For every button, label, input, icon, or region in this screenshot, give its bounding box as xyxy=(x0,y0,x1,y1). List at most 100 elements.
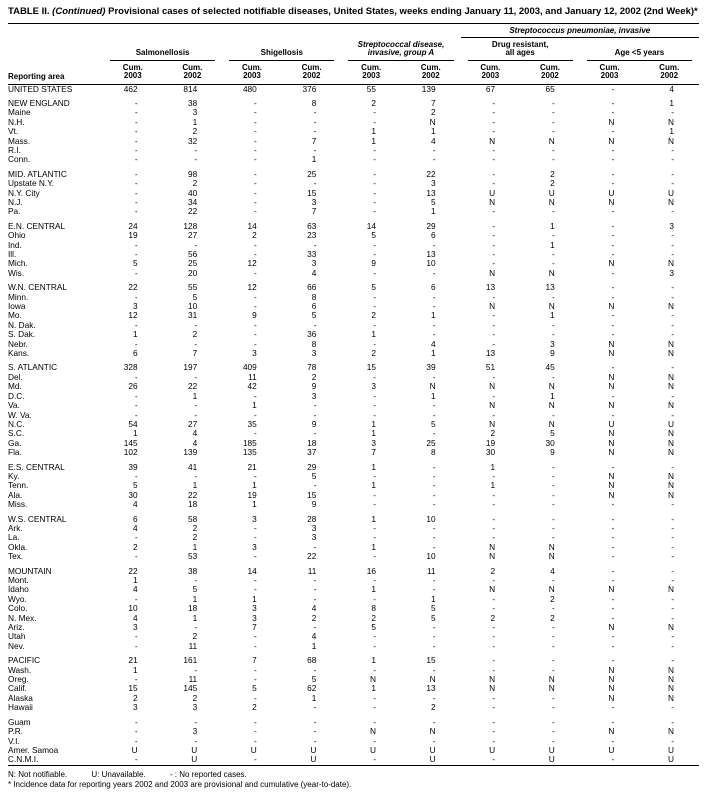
value-cell: - xyxy=(134,188,138,198)
col-group-salmonellosis: Salmonellosis xyxy=(103,37,222,61)
value-cell: 3 xyxy=(252,613,257,623)
value-cell: 68 xyxy=(307,656,317,666)
value-cell: - xyxy=(313,727,317,737)
value-cell: 2 xyxy=(192,127,198,137)
value-cell: - xyxy=(254,145,257,155)
table-row: S.C. 1 4 - - 1 - 2 5 N N xyxy=(8,429,699,438)
col-header-cum-2002: Cum. 2002 xyxy=(639,60,699,85)
value-cell: U xyxy=(369,745,376,755)
value-cell: 19 xyxy=(247,490,257,500)
notifiable-diseases-table: Reporting area Streptococcus pneumoniae,… xyxy=(8,22,699,766)
value-cell: N xyxy=(548,401,555,411)
reporting-area-cell: C.N.M.I. xyxy=(8,755,39,765)
value-cell: 7 xyxy=(311,207,317,217)
value-cell: - xyxy=(611,755,615,765)
value-cell: - xyxy=(492,127,496,137)
value-cell: N xyxy=(608,136,615,146)
value-cell: - xyxy=(671,703,674,713)
value-cell: - xyxy=(492,594,496,604)
value-cell: 4 xyxy=(132,523,138,533)
value-cell: - xyxy=(134,179,138,189)
value-cell: N xyxy=(489,401,496,411)
value-cell: 3 xyxy=(252,542,257,552)
value-cell: - xyxy=(432,372,436,382)
value-cell: N xyxy=(489,675,496,685)
value-cell: 3 xyxy=(430,179,436,189)
value-cell: - xyxy=(551,462,555,472)
value-cell: U xyxy=(548,188,555,198)
reporting-area-cell: Guam xyxy=(8,717,31,727)
value-cell: 2 xyxy=(430,703,436,713)
value-cell: N xyxy=(548,552,555,562)
value-cell: - xyxy=(611,179,615,189)
value-cell: 5 xyxy=(192,292,198,302)
value-cell: N xyxy=(369,675,376,685)
value-cell: - xyxy=(551,533,555,543)
header-spacer xyxy=(103,22,461,37)
value-cell: N xyxy=(608,372,615,382)
value-cell: 3 xyxy=(311,259,317,269)
value-cell: - xyxy=(432,500,436,510)
value-cell: - xyxy=(134,339,138,349)
value-cell: - xyxy=(254,330,257,340)
value-cell: 1 xyxy=(311,641,317,651)
value-cell: - xyxy=(254,727,257,737)
value-cell: - xyxy=(611,98,615,108)
value-cell: - xyxy=(373,302,376,312)
value-cell: 3 xyxy=(252,514,257,524)
value-cell: - xyxy=(611,632,615,642)
table-row: Okla. 2 1 3 - 1 - N N - - xyxy=(8,543,699,552)
value-cell: 1 xyxy=(371,429,376,439)
value-cell: - xyxy=(432,471,436,481)
value-cell: 2 xyxy=(490,613,496,623)
value-cell: - xyxy=(134,632,138,642)
value-cell: - xyxy=(432,632,436,642)
value-cell: - xyxy=(551,471,555,481)
value-cell: 2 xyxy=(550,594,555,604)
value-cell: - xyxy=(134,736,138,746)
value-cell: - xyxy=(313,623,317,633)
value-cell: - xyxy=(492,514,496,524)
value-cell: - xyxy=(492,231,496,241)
reporting-area-cell: Wyo. xyxy=(8,594,27,604)
value-cell: - xyxy=(134,410,138,420)
value-cell: - xyxy=(611,84,615,94)
value-cell: - xyxy=(551,330,555,340)
table-title-continued: (Continued) xyxy=(52,6,106,17)
value-cell: 3 xyxy=(132,623,138,633)
value-cell: - xyxy=(313,320,317,330)
value-cell: 2 xyxy=(490,429,496,439)
value-cell: - xyxy=(492,391,496,401)
value-cell: - xyxy=(551,656,555,666)
value-cell: - xyxy=(432,585,436,595)
value-cell: 1 xyxy=(252,500,257,510)
value-cell: - xyxy=(373,490,376,500)
value-cell: N xyxy=(608,481,615,491)
table-row: S. ATLANTIC 328 197 409 78 15 39 51 45 - - xyxy=(8,363,699,372)
value-cell: N xyxy=(608,471,615,481)
value-cell: 22 xyxy=(128,566,138,576)
value-cell: 39 xyxy=(128,462,138,472)
value-cell: 480 xyxy=(242,84,257,94)
table-row: Wis. - 20 - 4 - - N N - 3 xyxy=(8,269,699,278)
value-cell: 2 xyxy=(192,632,198,642)
reporting-area-cell: Conn. xyxy=(8,155,31,165)
value-cell: 21 xyxy=(128,656,138,666)
strep-pneumo-group-header: Streptococcus pneumoniae, invasive xyxy=(460,22,699,38)
reporting-area-cell: R.I. xyxy=(8,145,21,155)
value-cell: - xyxy=(551,155,555,165)
value-cell: - xyxy=(194,155,198,165)
value-cell: 53 xyxy=(187,552,198,562)
value-cell: - xyxy=(373,145,376,155)
value-cell: - xyxy=(492,372,496,382)
value-cell: - xyxy=(492,500,496,510)
value-cell: - xyxy=(254,675,257,685)
value-cell: 1 xyxy=(132,576,138,585)
value-cell: 11 xyxy=(188,675,198,685)
table-row: UNITED STATES 462 814 480 376 55 139 67 65 - 4 xyxy=(8,84,699,94)
value-cell: - xyxy=(432,145,436,155)
table-row: Iowa 3 10 - 6 - - N N N N xyxy=(8,302,699,311)
value-cell: 6 xyxy=(132,514,138,524)
value-cell: 409 xyxy=(242,363,257,373)
value-cell: 3 xyxy=(252,349,257,359)
